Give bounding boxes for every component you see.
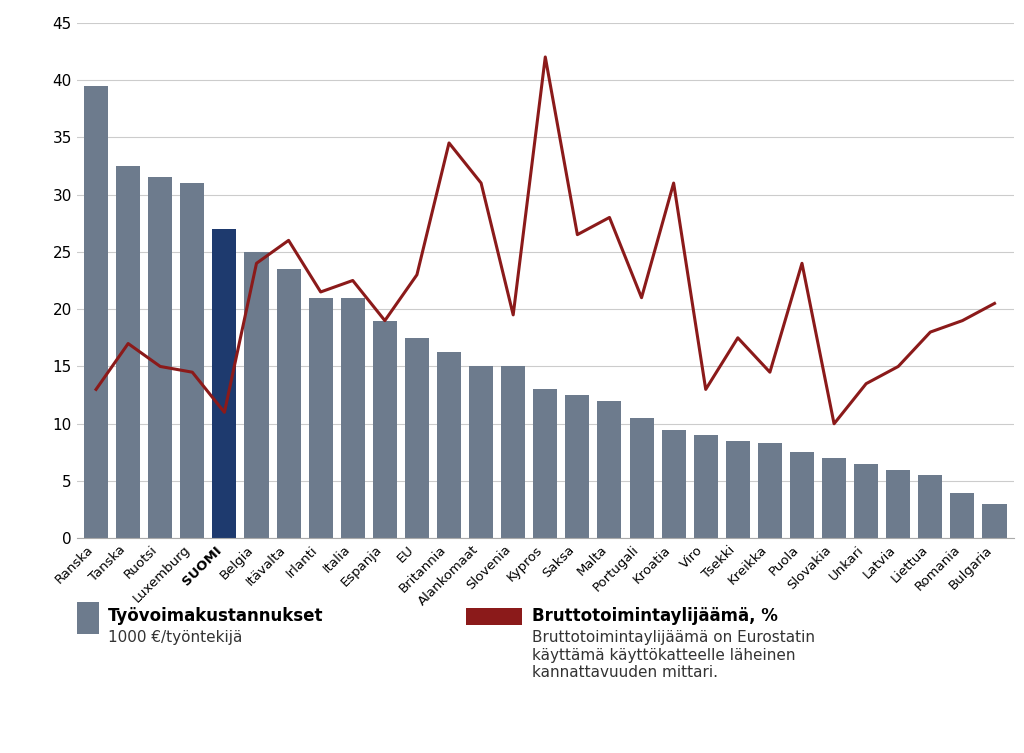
Bar: [565, 395, 590, 538]
Bar: [148, 178, 172, 538]
Text: Bruttotoimintaylijäämä, %: Bruttotoimintaylijäämä, %: [532, 607, 778, 625]
Bar: [822, 458, 846, 538]
Text: Bruttotoimintaylijäämä on Eurostatin
käyttämä käyttökatteelle läheinen
kannattav: Bruttotoimintaylijäämä on Eurostatin käy…: [532, 630, 815, 680]
Bar: [693, 435, 718, 538]
Bar: [341, 297, 365, 538]
Bar: [469, 367, 494, 538]
Bar: [950, 492, 975, 538]
Text: 1000 €/työntekijä: 1000 €/työntekijä: [108, 630, 242, 645]
Bar: [437, 352, 461, 538]
Bar: [630, 418, 653, 538]
Bar: [501, 367, 525, 538]
Bar: [758, 444, 782, 538]
Bar: [116, 166, 140, 538]
Bar: [597, 401, 622, 538]
Bar: [212, 229, 237, 538]
Bar: [180, 183, 205, 538]
Bar: [982, 504, 1007, 538]
Bar: [84, 86, 109, 538]
Text: Työvoimakustannukset: Työvoimakustannukset: [108, 607, 323, 625]
Bar: [854, 464, 879, 538]
Bar: [404, 338, 429, 538]
Bar: [919, 475, 942, 538]
Bar: [886, 470, 910, 538]
Bar: [245, 252, 268, 538]
Bar: [790, 453, 814, 538]
Bar: [534, 389, 557, 538]
Bar: [308, 297, 333, 538]
Bar: [662, 429, 686, 538]
Bar: [373, 321, 397, 538]
Bar: [726, 441, 750, 538]
Bar: [276, 269, 301, 538]
